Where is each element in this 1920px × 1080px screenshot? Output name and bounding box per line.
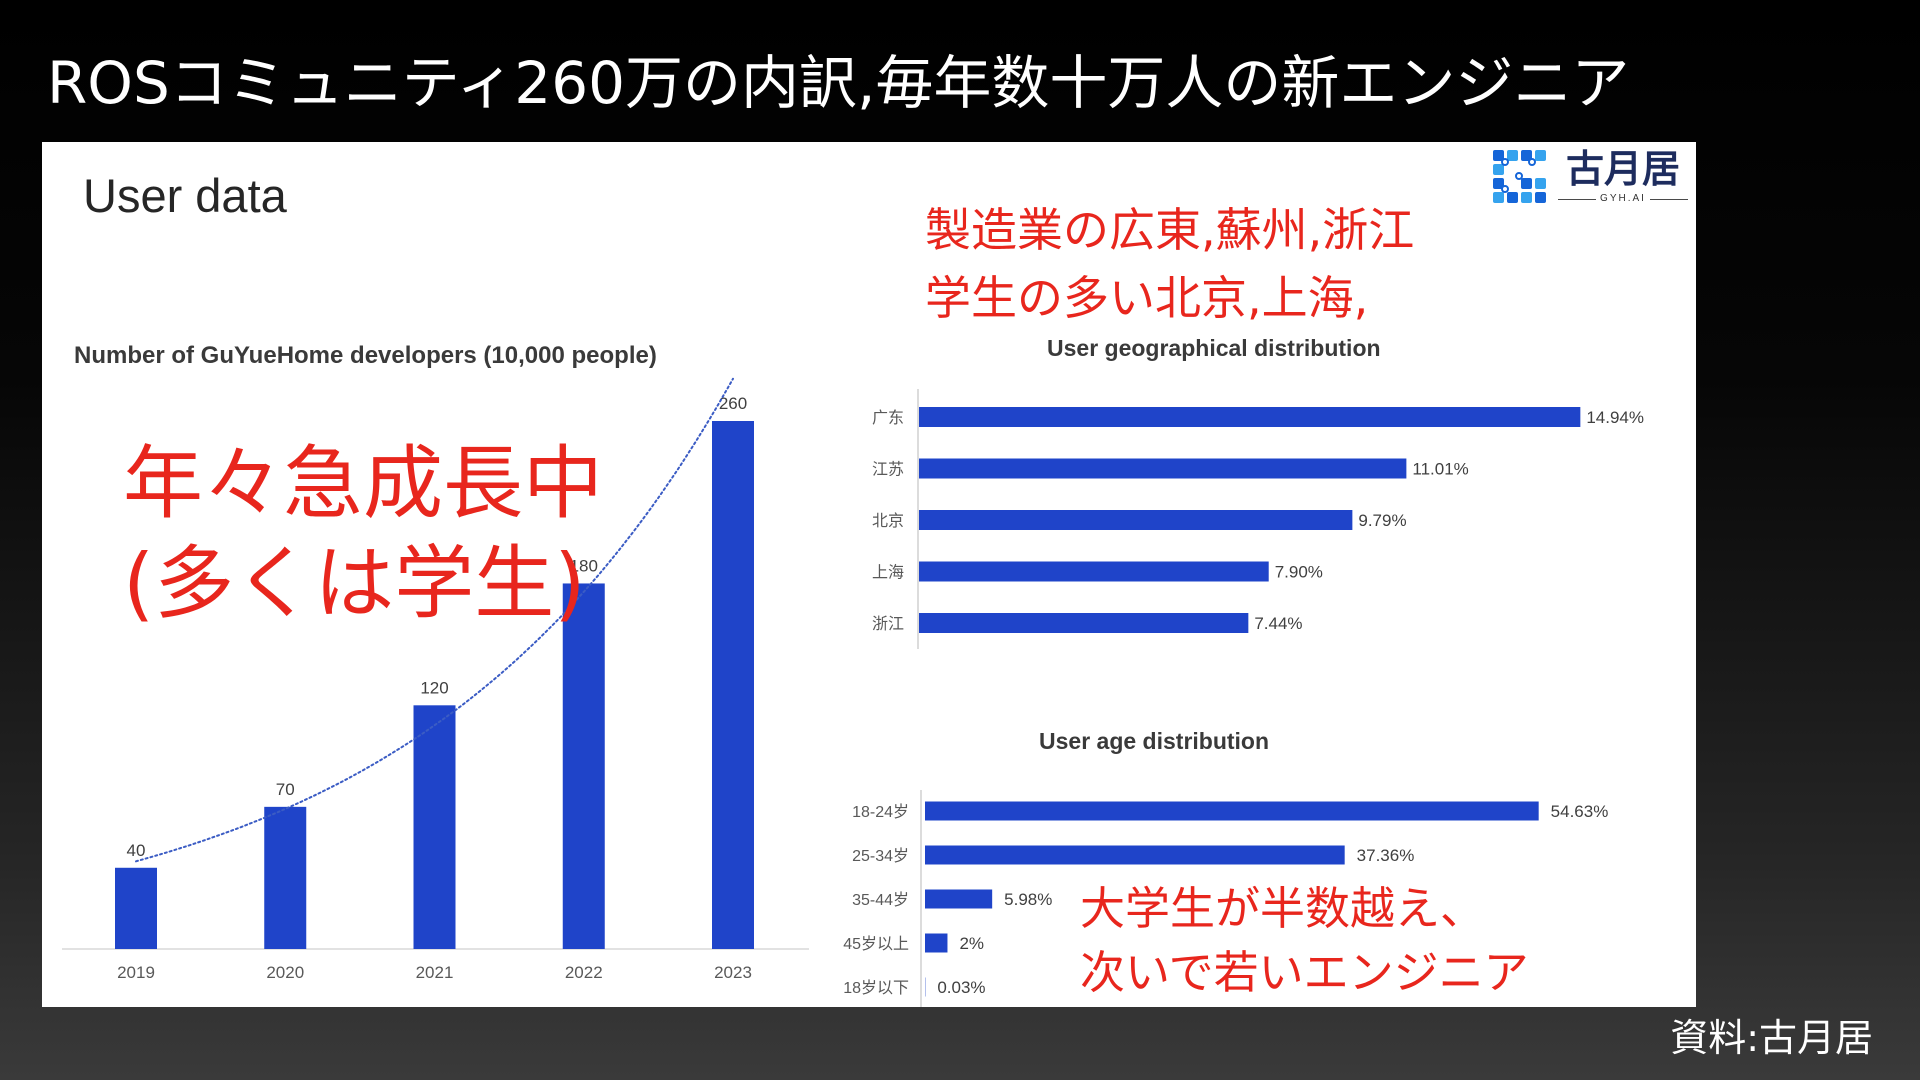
age-bar-4 bbox=[925, 933, 948, 953]
developers-bar-chart: 40 2019 70 2020 120 2021 180 2022 260 2023 bbox=[62, 377, 809, 982]
age-value-label-5: 0.03% bbox=[937, 978, 985, 997]
age-category-label-4: 45岁以上 bbox=[843, 935, 909, 953]
x-tick-label-2023: 2023 bbox=[714, 963, 752, 982]
logo-block bbox=[1521, 192, 1532, 203]
x-tick-label-2019: 2019 bbox=[117, 963, 155, 982]
logo-node bbox=[1501, 185, 1509, 193]
geo-bar-1 bbox=[919, 407, 1581, 427]
logo-block bbox=[1521, 178, 1532, 189]
geo-value-label-5: 7.44% bbox=[1254, 614, 1302, 633]
bar-2023 bbox=[712, 421, 754, 949]
age-value-label-3: 5.98% bbox=[1004, 890, 1052, 909]
age-category-label-1: 18-24岁 bbox=[852, 803, 909, 821]
logo-node bbox=[1515, 172, 1523, 180]
bar-2021 bbox=[413, 705, 456, 949]
value-label-2023: 260 bbox=[719, 394, 747, 413]
logo-block bbox=[1535, 178, 1546, 189]
age-bar-2 bbox=[925, 845, 1345, 865]
geo-category-label-3: 北京 bbox=[872, 512, 904, 530]
x-tick-label-2021: 2021 bbox=[416, 963, 454, 982]
panel-heading: User data bbox=[83, 169, 287, 222]
logo-tagline-row: GYH.AI bbox=[1558, 193, 1688, 205]
age-bar-1 bbox=[925, 801, 1539, 821]
logo-node bbox=[1528, 158, 1536, 166]
value-label-2019: 40 bbox=[127, 841, 146, 860]
logo-icon bbox=[1493, 150, 1546, 203]
age-chart-title: User age distribution bbox=[1039, 728, 1270, 754]
content-panel: User data 古月居 GYH.AI Number of GuYueHome… bbox=[42, 142, 1696, 1007]
age-bar-chart: 18-24岁 54.63% 25-34岁 37.36% 35-44岁 5.98% 45岁以上… bbox=[843, 790, 1608, 1007]
age-category-label-5: 18岁以下 bbox=[843, 979, 909, 997]
geo-category-label-1: 广东 bbox=[872, 409, 904, 427]
geo-value-label-1: 14.94% bbox=[1586, 408, 1644, 427]
logo-rule-left bbox=[1558, 198, 1597, 200]
age-category-label-2: 25-34岁 bbox=[852, 847, 909, 865]
bar-2019 bbox=[115, 867, 157, 949]
age-bar-3 bbox=[925, 889, 993, 909]
geo-category-label-5: 浙江 bbox=[872, 615, 904, 633]
geo-bar-3 bbox=[919, 510, 1353, 530]
geo-bar-5 bbox=[919, 613, 1249, 633]
geo-value-label-3: 9.79% bbox=[1358, 511, 1406, 530]
logo-rule-right bbox=[1649, 198, 1688, 200]
value-label-2022: 180 bbox=[570, 556, 598, 575]
logo-block bbox=[1535, 192, 1546, 203]
source-credit: 資料:古月居 bbox=[1670, 1016, 1873, 1060]
region-annotation-line-1: 製造業の広東,蘇州,浙江 bbox=[925, 203, 1415, 257]
bar-2020 bbox=[264, 806, 307, 949]
age-value-label-1: 54.63% bbox=[1551, 802, 1609, 821]
geo-category-label-2: 江苏 bbox=[872, 461, 904, 479]
age-annotation: 大学生が半数越え、 次いで若いエンジニア bbox=[1080, 877, 1529, 1005]
logo: 古月居 GYH.AI bbox=[1492, 147, 1688, 205]
logo-tagline: GYH.AI bbox=[1600, 193, 1646, 204]
geo-value-label-4: 7.90% bbox=[1275, 563, 1323, 582]
logo-block bbox=[1493, 150, 1504, 161]
geo-bar-2 bbox=[919, 458, 1407, 479]
x-tick-label-2020: 2020 bbox=[266, 963, 304, 982]
region-annotation: 製造業の広東,蘇州,浙江 学生の多い北京,上海, bbox=[925, 196, 1414, 332]
logo-node bbox=[1501, 158, 1509, 166]
logo-name: 古月居 bbox=[1565, 147, 1680, 191]
age-value-label-4: 2% bbox=[959, 934, 984, 953]
slide-title: ROSコミュニティ260万の内訳,毎年数十万人の新エンジニア bbox=[47, 49, 1630, 117]
bar-2022 bbox=[562, 583, 605, 949]
developers-chart-title: Number of GuYueHome developers (10,000 p… bbox=[74, 342, 657, 369]
trend-line bbox=[135, 377, 734, 863]
charts-canvas: 40 2019 70 2020 120 2021 180 2022 260 2023 广东 14.9… bbox=[62, 377, 1644, 1007]
growth-annotation-line-1: 年々急成長中 bbox=[123, 437, 603, 530]
x-tick-label-2022: 2022 bbox=[565, 963, 603, 982]
logo-block bbox=[1493, 178, 1504, 189]
logo-block bbox=[1493, 192, 1504, 203]
logo-block bbox=[1521, 150, 1532, 161]
growth-annotation-line-2: (多くは学生) bbox=[123, 537, 586, 630]
geo-bar-4 bbox=[919, 561, 1269, 582]
value-label-2021: 120 bbox=[420, 678, 448, 697]
logo-block bbox=[1535, 150, 1546, 161]
geo-chart-title: User geographical distribution bbox=[1047, 335, 1381, 361]
age-annotation-line-2: 次いで若いエンジニア bbox=[1080, 946, 1529, 999]
geo-bar-chart: 广东 14.94% 江苏 11.01% 北京 9.79% 上海 7.90% 浙江 7.44% bbox=[872, 389, 1644, 649]
growth-annotation: 年々急成長中 (多くは学生) bbox=[123, 434, 603, 634]
geo-category-label-4: 上海 bbox=[872, 564, 904, 582]
age-value-label-2: 37.36% bbox=[1357, 846, 1415, 865]
logo-block bbox=[1507, 192, 1518, 203]
region-annotation-line-2: 学生の多い北京,上海, bbox=[925, 271, 1369, 325]
age-category-label-3: 35-44岁 bbox=[852, 891, 909, 909]
value-label-2020: 70 bbox=[276, 780, 295, 799]
logo-block bbox=[1507, 150, 1518, 161]
age-annotation-line-1: 大学生が半数越え、 bbox=[1080, 882, 1486, 935]
logo-block bbox=[1493, 164, 1504, 175]
geo-value-label-2: 11.01% bbox=[1412, 460, 1468, 479]
